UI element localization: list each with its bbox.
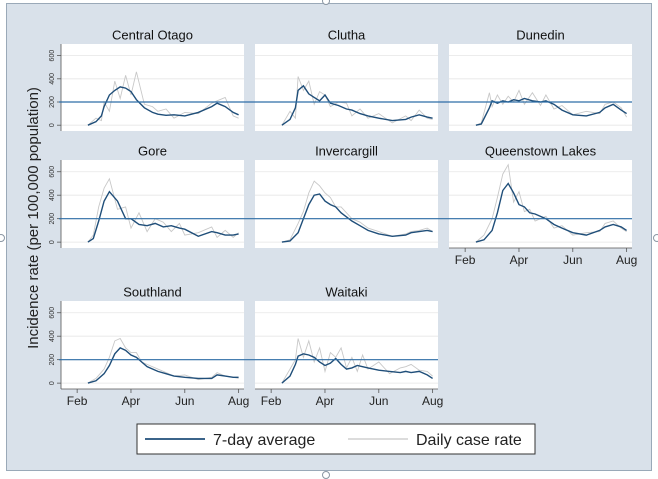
y-tick-label-southland: 0: [49, 381, 56, 385]
y-axis-label: Incidence rate (per 100,000 population): [25, 87, 42, 349]
panel-strip-southland: [61, 283, 244, 301]
plot-area-waitaki: [255, 301, 438, 389]
panel-title-central-otago: Central Otago: [112, 28, 193, 43]
avg-line-gore: [87, 190, 239, 243]
panel-strip-clutha: [255, 26, 438, 44]
x-tick-label-queenstown-lakes: Feb: [455, 253, 476, 267]
panel-strip-invercargill: [255, 142, 438, 160]
plot-area-dunedin: [449, 44, 632, 131]
x-tick-label-waitaki: Apr: [316, 394, 335, 408]
panel-strip-central-otago: [61, 26, 244, 44]
x-tick-label-waitaki: Feb: [261, 394, 282, 408]
y-tick-label-gore: 600: [49, 166, 56, 178]
plot-area-gore: [61, 160, 244, 248]
panel-title-waitaki: Waitaki: [325, 285, 367, 300]
panel-title-gore: Gore: [138, 144, 167, 159]
x-tick-label-waitaki: Jun: [369, 394, 388, 408]
daily-line-southland: [87, 337, 239, 384]
panel-title-invercargill: Invercargill: [315, 144, 378, 159]
daily-line-invercargill: [281, 180, 433, 243]
daily-line-dunedin: [475, 89, 627, 126]
y-tick-label-southland: 600: [49, 307, 56, 319]
daily-line-waitaki: [281, 338, 433, 384]
avg-line-invercargill: [281, 193, 433, 243]
x-tick-label-waitaki: Aug: [422, 394, 443, 408]
resize-handle-left[interactable]: [0, 234, 5, 242]
y-tick-label-central-otago: 0: [49, 123, 56, 127]
y-tick-label-central-otago: 600: [49, 50, 56, 62]
plot-area-southland: [61, 301, 244, 389]
plot-area-queenstown-lakes: [449, 160, 632, 248]
x-tick-label-queenstown-lakes: Apr: [510, 253, 529, 267]
x-tick-label-southland: Feb: [67, 394, 88, 408]
x-tick-label-southland: Aug: [228, 394, 249, 408]
legend: 7-day average Daily case rate: [136, 423, 536, 455]
x-tick-label-queenstown-lakes: Aug: [616, 253, 637, 267]
resize-handle-right[interactable]: [653, 234, 658, 242]
plot-area-clutha: [255, 44, 438, 131]
panel-strip-waitaki: [255, 283, 438, 301]
y-tick-label-central-otago: 400: [49, 73, 56, 85]
avg-line-waitaki: [281, 353, 433, 384]
legend-label-daily: Daily case rate: [416, 432, 522, 449]
x-tick-label-southland: Apr: [122, 394, 141, 408]
y-tick-label-southland: 200: [49, 354, 56, 366]
y-tick-label-southland: 400: [49, 330, 56, 342]
plot-area-central-otago: [61, 44, 244, 131]
panel-title-southland: Southland: [123, 285, 182, 300]
plot-area-invercargill: [255, 160, 438, 248]
panel-strip-queenstown-lakes: [449, 142, 632, 160]
y-tick-label-central-otago: 200: [49, 96, 56, 108]
y-tick-label-gore: 400: [49, 189, 56, 201]
avg-line-queenstown-lakes: [475, 182, 627, 243]
panel-title-clutha: Clutha: [328, 28, 366, 43]
avg-line-central-otago: [87, 86, 239, 126]
y-tick-label-gore: 200: [49, 213, 56, 225]
panel-strip-dunedin: [449, 26, 632, 44]
x-tick-label-southland: Jun: [175, 394, 194, 408]
avg-line-clutha: [281, 84, 433, 126]
panel-title-dunedin: Dunedin: [516, 28, 564, 43]
panel-title-queenstown-lakes: Queenstown Lakes: [485, 144, 597, 159]
daily-line-queenstown-lakes: [475, 163, 627, 243]
avg-line-southland: [87, 347, 239, 384]
resize-handle-top[interactable]: [322, 0, 330, 5]
legend-label-avg: 7-day average: [213, 432, 315, 449]
panel-strip-gore: [61, 142, 244, 160]
y-tick-label-gore: 0: [49, 240, 56, 244]
x-tick-label-queenstown-lakes: Jun: [563, 253, 582, 267]
